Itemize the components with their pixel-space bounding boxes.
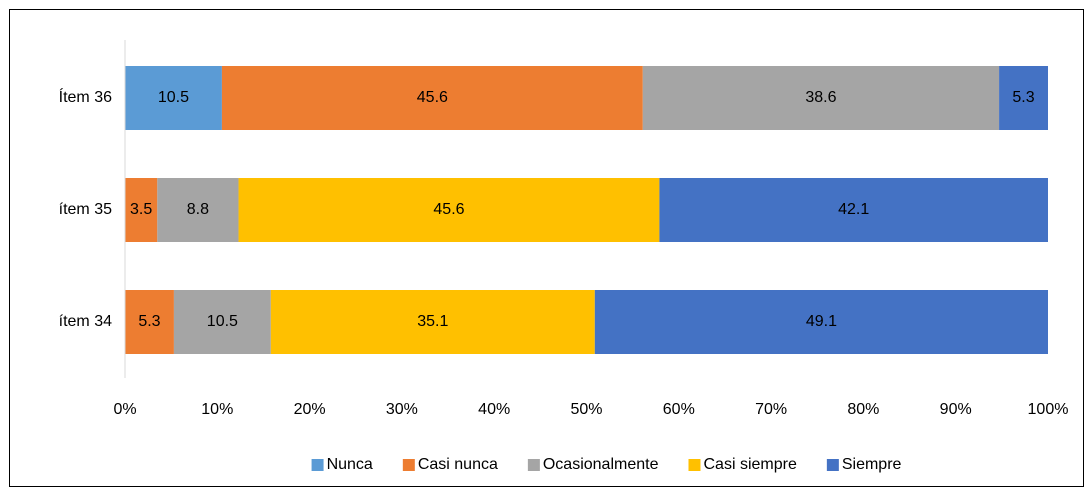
data-label: 5.3 (1012, 89, 1034, 106)
bar-segment (157, 178, 239, 242)
bar-segment (238, 178, 660, 242)
data-label: 45.6 (433, 201, 464, 218)
legend-swatch (311, 459, 324, 471)
bar-segment (999, 66, 1048, 130)
data-label: 38.6 (805, 89, 836, 106)
bar-segment (173, 290, 271, 354)
bar-segment (125, 66, 222, 130)
x-tick-label: 20% (294, 401, 326, 418)
bar-segment (125, 290, 174, 354)
legend-swatch (688, 459, 701, 471)
data-label: 10.5 (207, 313, 238, 330)
data-label: 5.3 (138, 313, 160, 330)
bar-segment (594, 290, 1048, 354)
x-tick-label: 100% (1028, 401, 1069, 418)
data-label: 3.5 (130, 201, 152, 218)
x-tick-label: 0% (113, 401, 136, 418)
legend-swatch (527, 459, 540, 471)
data-label: 10.5 (158, 89, 189, 106)
y-tick-label: Ítem 36 (59, 87, 112, 106)
bar-segment (642, 66, 1000, 130)
data-label: 42.1 (838, 201, 869, 218)
data-label: 45.6 (417, 89, 448, 106)
bar-segment (270, 290, 595, 354)
x-tick-label: 40% (478, 401, 510, 418)
data-label: 49.1 (806, 313, 837, 330)
data-label: 8.8 (187, 201, 209, 218)
legend-label: Nunca (327, 456, 373, 473)
bar-segment (125, 178, 158, 242)
x-tick-label: 60% (663, 401, 695, 418)
legend-label: Siempre (842, 456, 902, 473)
legend-swatch (826, 459, 839, 471)
x-tick-label: 80% (847, 401, 879, 418)
bar-segment (221, 66, 643, 130)
y-tick-label: ítem 35 (59, 201, 112, 218)
data-label: 35.1 (417, 313, 448, 330)
legend-label: Casi siempre (703, 456, 796, 473)
legend-label: Ocasionalmente (543, 456, 659, 473)
x-tick-label: 10% (201, 401, 233, 418)
legend-swatch (402, 459, 415, 471)
x-tick-label: 50% (570, 401, 602, 418)
x-tick-label: 30% (386, 401, 418, 418)
y-tick-label: ítem 34 (59, 313, 112, 330)
legend-label: Casi nunca (418, 456, 498, 473)
x-tick-label: 70% (755, 401, 787, 418)
x-tick-label: 90% (940, 401, 972, 418)
bar-segment (659, 178, 1048, 242)
